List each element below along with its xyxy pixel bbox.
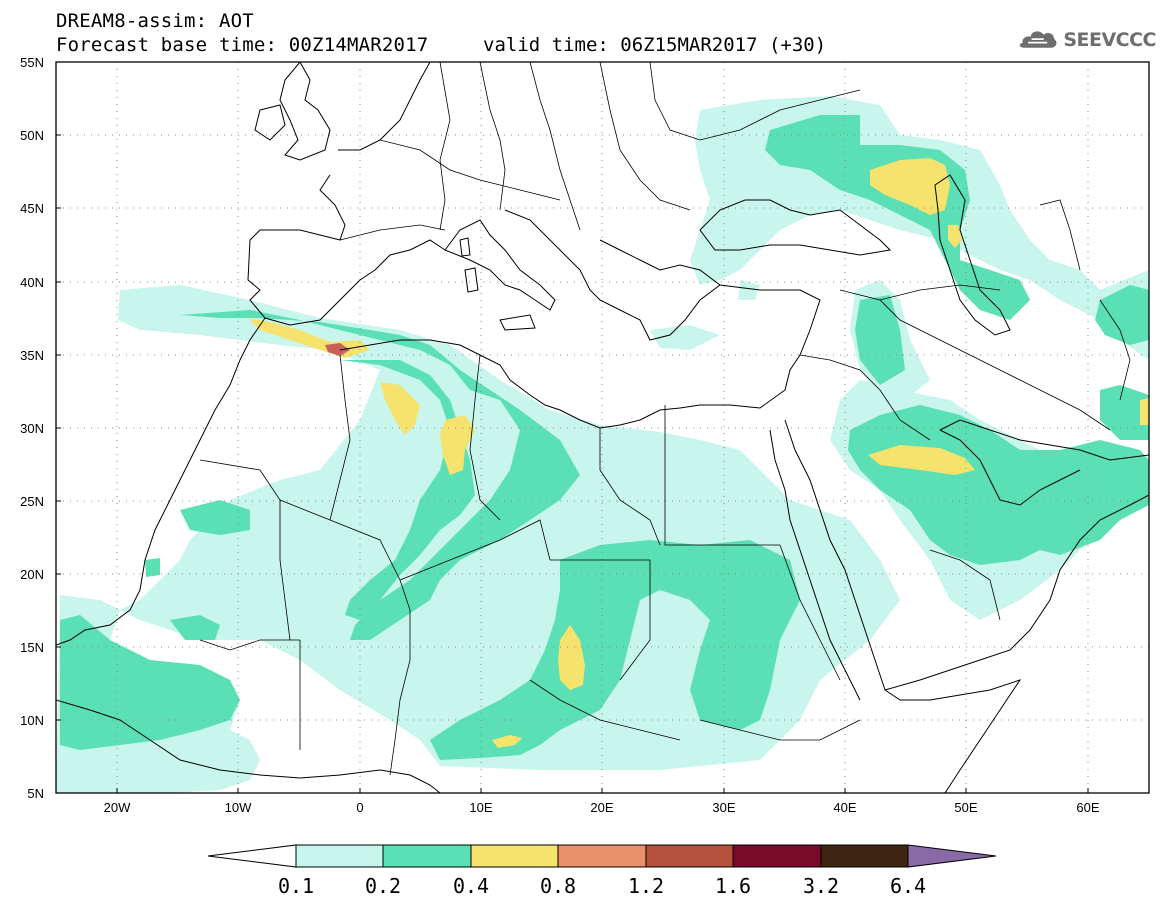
colorbar-swatch	[470, 844, 559, 868]
colorbar-swatch	[732, 844, 822, 868]
colorbar-label: 6.4	[890, 874, 926, 898]
lat-label: 25N	[20, 494, 44, 509]
lat-label: 50N	[20, 128, 44, 143]
lat-label: 30N	[20, 421, 44, 436]
colorbar-label: 1.2	[628, 874, 664, 898]
lon-label: 20W	[104, 800, 131, 815]
lon-label: 60E	[1076, 800, 1099, 815]
map-title: DREAM8-assim: AOT	[56, 10, 254, 32]
lon-label: 30E	[712, 800, 735, 815]
lon-label: 10W	[225, 800, 252, 815]
aot-field	[56, 96, 1149, 793]
lon-label: 0	[356, 800, 363, 815]
colorbar-over-triangle	[907, 844, 997, 868]
colorbar-swatch	[557, 844, 647, 868]
lat-label: 40N	[20, 275, 44, 290]
lat-label: 5N	[27, 786, 44, 801]
colorbar-swatch	[645, 844, 734, 868]
axis-ticks	[56, 61, 1089, 794]
longitude-labels: 20W 10W 0 10E 20E 30E 40E 50E 60E	[104, 800, 1100, 815]
colorbar-label: 0.2	[365, 874, 401, 898]
lat-label: 15N	[20, 640, 44, 655]
cloud-icon	[1019, 31, 1057, 48]
colorbar-swatch	[295, 844, 384, 868]
aot-level-0.8	[325, 343, 350, 356]
aot-level-0.2	[60, 115, 1149, 760]
colorbar-under-triangle	[207, 844, 297, 868]
coastlines	[56, 62, 1149, 793]
colorbar-label: 3.2	[803, 874, 839, 898]
colorbar-label: 0.4	[453, 874, 489, 898]
colorbar-label: 1.6	[715, 874, 751, 898]
lon-label: 10E	[469, 800, 492, 815]
lon-label: 50E	[954, 800, 977, 815]
graticule	[56, 62, 1149, 793]
seevccc-logo: SEEVCCC	[1016, 25, 1156, 55]
colorbar-labels: 0.1 0.2 0.4 0.8 1.2 1.6 3.2 6.4	[278, 874, 926, 898]
lat-label: 35N	[20, 348, 44, 363]
lat-label: 55N	[20, 55, 44, 70]
forecast-base-time: Forecast base time: 00Z14MAR2017	[56, 34, 429, 56]
lat-label: 45N	[20, 201, 44, 216]
lon-label: 40E	[833, 800, 856, 815]
colorbar-label: 0.8	[540, 874, 576, 898]
logo-text: SEEVCCC	[1063, 29, 1156, 51]
colorbar-swatch	[820, 844, 909, 868]
lon-label: 20E	[590, 800, 613, 815]
lat-label: 10N	[20, 713, 44, 728]
colorbar	[207, 844, 997, 868]
colorbar-label: 0.1	[278, 874, 314, 898]
colorbar-swatch	[382, 844, 472, 868]
valid-time: valid time: 06Z15MAR2017 (+30)	[483, 34, 827, 56]
lat-label: 20N	[20, 567, 44, 582]
latitude-labels: 55N 50N 45N 40N 35N 30N 25N 20N 15N 10N …	[20, 55, 44, 801]
country-borders	[199, 62, 1131, 776]
